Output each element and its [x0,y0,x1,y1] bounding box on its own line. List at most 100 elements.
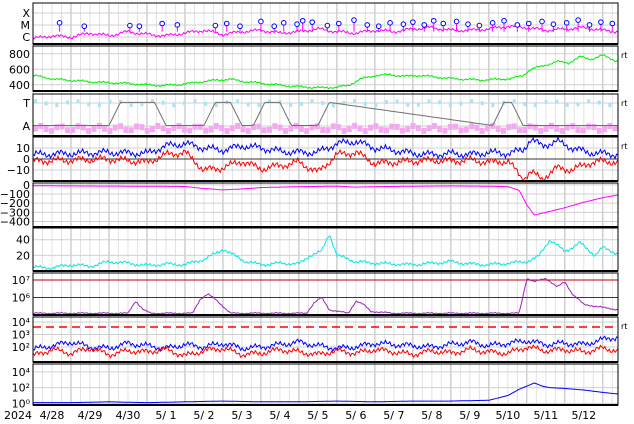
flare-marker [575,17,581,23]
polarity-away-mark [261,127,267,134]
polarity-away-mark [336,124,342,131]
polarity-away-mark [421,127,427,134]
polarity-toward-mark [44,101,48,106]
flare-marker [598,19,604,25]
polarity-toward-mark [342,100,346,105]
polarity-away-mark [102,125,108,132]
polarity-away-mark [235,122,241,129]
flare-marker [237,23,243,30]
polarity-away-mark [64,127,70,134]
electron_flux-series-line [32,277,619,315]
y-tick-label: 0 [23,179,30,192]
y-tick-label: 10⁴ [12,316,31,329]
flare-marker [127,22,133,29]
polarity-away-mark [341,127,347,134]
flare-marker [81,23,88,30]
polarity-away-mark [362,127,368,134]
flare-marker [56,20,63,26]
x-tick-label: 5/ 3 [231,409,252,422]
polarity-away-mark [160,125,166,132]
polarity-away-mark [213,123,219,130]
panel-right-marker: rt [621,51,627,60]
flare-marker [324,22,331,29]
polarity-away-mark [570,123,576,130]
polarity-toward-mark [310,99,314,104]
polarity-toward-mark [246,102,250,107]
flare-marker [410,19,416,25]
y-tick-label: A [22,120,30,133]
polarity-toward-mark [576,102,580,107]
y-tick-label: 10³ [12,329,30,342]
flare-marker [159,20,165,27]
y-tick-label: 800 [9,48,30,61]
x-tick-label: 5/ 7 [383,409,404,422]
flare-marker [489,20,496,26]
polarity-toward-mark [172,103,176,108]
polarity-away-mark [256,123,262,130]
polarity-away-mark [43,126,49,133]
y-tick-label: −10 [7,164,30,177]
polarity-away-mark [219,124,225,131]
polarity-away-mark [304,127,310,134]
polarity-away-mark [527,123,533,130]
polarity-away-mark [203,127,209,134]
polarity-away-mark [373,123,379,130]
polarity-away-mark [112,124,118,131]
polarity-toward-mark [459,101,463,106]
polarity-toward-mark [480,101,484,106]
flare-marker [421,22,428,28]
x-tick-label: 4/30 [116,409,141,422]
y-tick-label: 10⁰ [12,397,31,410]
polarity-away-mark [532,124,538,131]
polarity-toward-mark [151,99,154,104]
flare-marker [136,23,143,30]
flare-marker [271,23,278,30]
bfield-series-line [32,148,619,183]
polarity-away-mark [325,127,331,134]
polarity-away-mark [426,125,432,132]
polarity-away-mark [229,125,235,132]
y-tick-label: 10² [12,382,30,395]
flare-marker [539,18,545,25]
x-tick-label: 5/ 5 [307,409,328,422]
polarity-toward-mark [353,99,357,104]
x-tick-label: 5/10 [495,409,520,422]
polarity-away-mark [144,127,150,134]
polarity-away-mark [580,127,586,134]
polarity-away-mark [134,123,140,130]
polarity-away-mark [309,124,315,131]
polarity-toward-mark [565,102,569,107]
flare-marker [309,19,316,25]
polarity-away-mark [415,125,421,132]
polarity-away-mark [431,123,437,130]
polarity-away-mark [75,123,81,130]
x-tick-label: 5/11 [533,409,558,422]
y-tick-label: 40 [16,234,30,247]
polarity-away-mark [612,125,618,132]
polarity-away-mark [288,125,294,132]
polarity-away-mark [139,124,145,131]
grid-lines [32,3,618,405]
polarity-away-mark [277,124,283,131]
polarity-away-mark [543,125,549,132]
polarity-toward-mark [523,102,527,107]
polarity-away-mark [86,127,92,134]
polarity-toward-mark [236,99,240,104]
polarity-away-mark [251,124,257,131]
polarity-away-mark [282,127,288,134]
polarity-toward-mark [289,103,293,108]
polarity-away-mark [564,124,570,131]
polarity-toward-mark [214,103,218,108]
wind_speed-panel-frame [32,45,619,92]
polarity-away-mark [506,124,512,131]
polarity-toward-mark [406,102,410,107]
polarity-toward-mark [608,103,612,108]
polarity-away-mark [501,127,506,134]
polarity-toward-mark [140,102,144,107]
x-tick-label: 2024 [4,409,32,422]
flare-marker [525,20,532,27]
polarity-toward-mark [448,103,452,108]
polarity-toward-mark [512,99,516,104]
flare-marker [465,21,471,27]
polarity-toward-mark [108,99,112,104]
